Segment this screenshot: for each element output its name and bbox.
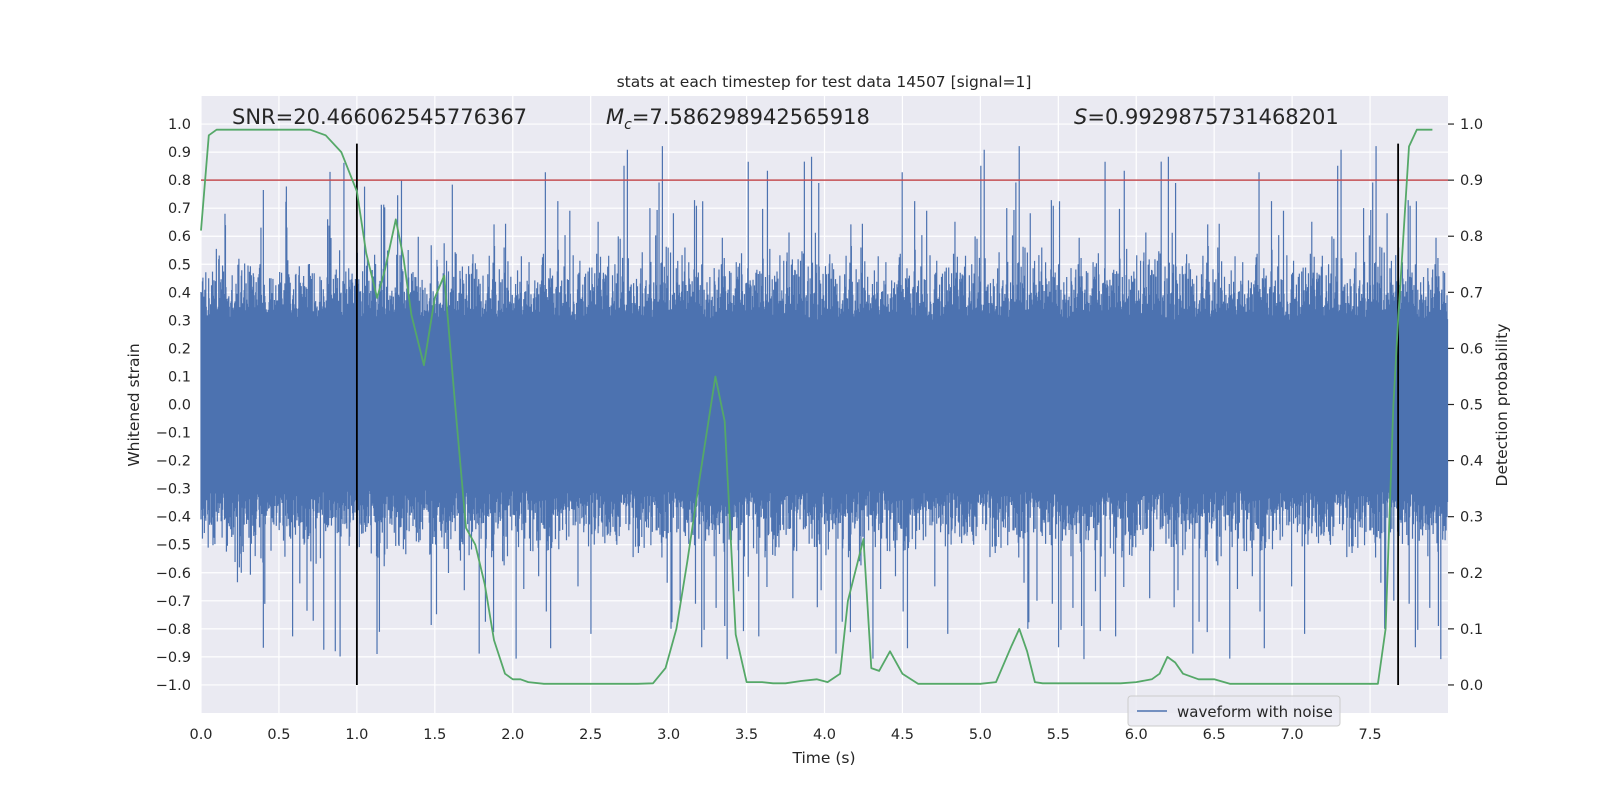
detection-probability-line bbox=[200, 128, 1433, 685]
x-tick-label: 5.5 bbox=[1047, 727, 1070, 743]
y-right-axis-label: Detection probability bbox=[1493, 324, 1511, 487]
x-tick-label: 4.5 bbox=[891, 727, 914, 743]
right-axis-ticks: 1.0 0.9 0.8 0.7 0.6 0.5 0.4 0.3 0.2 0.1 0.0 bbox=[1448, 117, 1483, 694]
y-tick-label: 0.4 bbox=[168, 285, 191, 301]
x-tick-label: 3.0 bbox=[657, 727, 680, 743]
y-tick-label: −0.3 bbox=[156, 482, 191, 498]
y-tick-label: −0.7 bbox=[156, 594, 191, 610]
s-symbol: S bbox=[1074, 105, 1087, 129]
x-tick-label: 0.5 bbox=[267, 727, 290, 743]
y-tick-label: 0.1 bbox=[168, 369, 191, 385]
x-tick-label: 6.0 bbox=[1125, 727, 1148, 743]
y-tick-label: −0.9 bbox=[156, 650, 191, 666]
legend: waveform with noise bbox=[1127, 695, 1341, 727]
y-tick-label: 0.3 bbox=[168, 313, 191, 329]
overlay-lines bbox=[201, 143, 1448, 685]
legend-label-waveform: waveform with noise bbox=[1177, 703, 1333, 721]
x-tick-label: 2.0 bbox=[501, 727, 524, 743]
waveform-series bbox=[200, 146, 1449, 660]
x-tick-label: 1.0 bbox=[345, 727, 368, 743]
y-tick-label: −0.6 bbox=[156, 566, 191, 582]
y-axis-label: Whitened strain bbox=[125, 343, 143, 466]
y-right-tick-label: 0.5 bbox=[1460, 398, 1483, 414]
y-tick-label: 1.0 bbox=[168, 117, 191, 133]
chirp-mass-value: =7.586298942565918 bbox=[632, 105, 870, 129]
x-tick-label: 7.0 bbox=[1281, 727, 1304, 743]
probability-series bbox=[200, 128, 1433, 685]
y-right-tick-label: 0.1 bbox=[1460, 622, 1483, 638]
waveform-trace bbox=[200, 146, 1449, 660]
y-tick-label: −1.0 bbox=[156, 678, 191, 694]
y-tick-label: −0.4 bbox=[156, 510, 191, 526]
y-tick-label: 0.9 bbox=[168, 145, 191, 161]
x-tick-label: 4.0 bbox=[813, 727, 836, 743]
y-tick-label: 0.6 bbox=[168, 229, 191, 245]
snr-annotation: SNR=20.466062545776367 bbox=[232, 105, 527, 129]
chart-title: stats at each timestep for test data 145… bbox=[617, 73, 1032, 91]
y-tick-label: −0.1 bbox=[156, 426, 191, 442]
x-tick-label: 1.5 bbox=[423, 727, 446, 743]
y-right-tick-label: 1.0 bbox=[1460, 117, 1483, 133]
y-tick-label: 0.2 bbox=[168, 341, 191, 357]
y-tick-label: 0.5 bbox=[168, 257, 191, 273]
chirp-mass-subscript: c bbox=[624, 117, 632, 133]
x-tick-label: 6.5 bbox=[1203, 727, 1226, 743]
y-right-tick-label: 0.7 bbox=[1460, 285, 1483, 301]
x-tick-label: 2.5 bbox=[579, 727, 602, 743]
y-right-tick-label: 0.8 bbox=[1460, 229, 1483, 245]
y-tick-label: 0.8 bbox=[168, 173, 191, 189]
s-value: =0.9929875731468201 bbox=[1087, 105, 1338, 129]
s-annotation: S=0.9929875731468201 bbox=[1074, 105, 1339, 129]
x-axis-ticks: 0.0 0.5 1.0 1.5 2.0 2.5 3.0 3.5 4.0 4.5 5.0 5.5 6.0 6… bbox=[189, 727, 1381, 743]
y-right-tick-label: 0.0 bbox=[1460, 678, 1483, 694]
y-tick-label: 0.0 bbox=[168, 398, 191, 414]
y-right-tick-label: 0.9 bbox=[1460, 173, 1483, 189]
y-right-tick-label: 0.6 bbox=[1460, 341, 1483, 357]
y-tick-label: 0.7 bbox=[168, 201, 191, 217]
x-axis-label: Time (s) bbox=[791, 749, 855, 767]
y-right-tick-label: 0.3 bbox=[1460, 510, 1483, 526]
y-right-tick-label: 0.4 bbox=[1460, 454, 1483, 470]
y-right-tick-label: 0.2 bbox=[1460, 566, 1483, 582]
x-tick-label: 3.5 bbox=[735, 727, 758, 743]
x-tick-label: 0.0 bbox=[189, 727, 212, 743]
chirp-mass-symbol: M bbox=[606, 105, 624, 129]
y-tick-label: −0.8 bbox=[156, 622, 191, 638]
legend-box bbox=[1127, 695, 1341, 727]
left-axis-ticks: 1.0 0.9 0.8 0.7 0.6 0.5 0.4 0.3 0.2 0.1 0.0 −0.1 −0.… bbox=[156, 117, 191, 694]
y-tick-label: −0.5 bbox=[156, 538, 191, 554]
x-tick-label: 5.0 bbox=[969, 727, 992, 743]
y-tick-label: −0.2 bbox=[156, 454, 191, 470]
x-tick-label: 7.5 bbox=[1359, 727, 1382, 743]
chirp-mass-annotation: Mc=7.586298942565918 bbox=[606, 105, 870, 133]
